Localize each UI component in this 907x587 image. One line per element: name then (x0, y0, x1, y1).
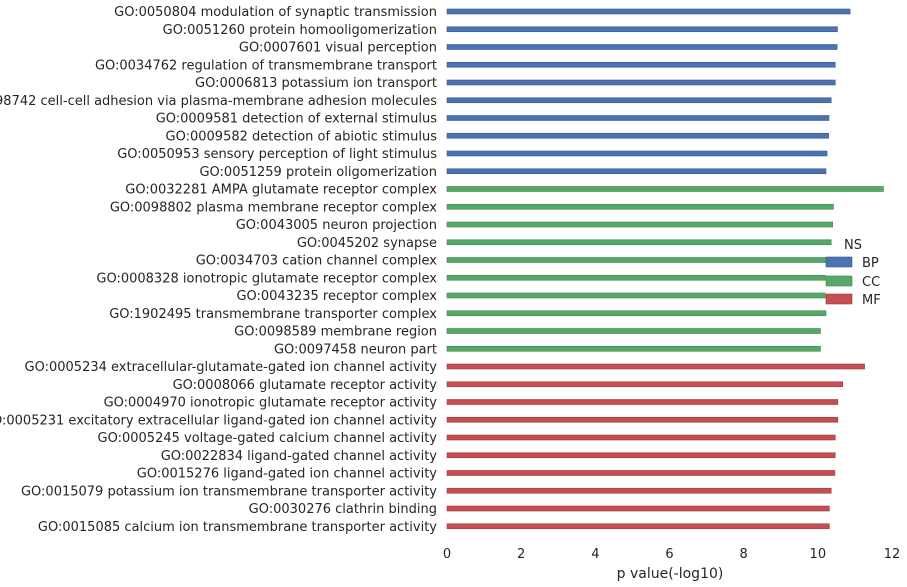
x-tick-labels-group: 0 2 4 6 8 10 12 (443, 547, 900, 562)
bar-go-0051260 (446, 26, 838, 33)
category-label: GO:0050804 modulation of synaptic transm… (114, 5, 437, 20)
category-label: GO:0034762 regulation of transmembrane t… (95, 58, 437, 73)
bar-go-0043005 (446, 221, 833, 228)
category-label: GO:0022834 ligand-gated channel activity (161, 449, 438, 464)
bar-go-0007601 (446, 44, 838, 50)
bar-go-0045202 (446, 239, 832, 246)
bar-go-0034762 (446, 61, 836, 68)
x-tick-label: 4 (591, 547, 599, 562)
category-label: GO:0008328 ionotropic glutamate receptor… (96, 271, 437, 286)
bar-go-0009582 (446, 132, 829, 139)
category-label: GO:0043235 receptor complex (236, 289, 437, 304)
bar-go-0097458 (446, 345, 821, 352)
bar-go-0015276 (446, 470, 836, 476)
bar-go-0043235 (446, 292, 826, 299)
x-tick-label: 10 (810, 547, 827, 562)
legend-label-cc: CC (862, 275, 880, 290)
category-label: GO:0032281 AMPA glutamate receptor compl… (125, 183, 437, 198)
category-label: GO:0098589 membrane region (234, 325, 437, 340)
category-label: GO:0051259 protein oligomerization (199, 165, 437, 180)
x-tick-label: 0 (443, 547, 451, 562)
category-label: GO:0009582 detection of abiotic stimulus (166, 129, 438, 144)
bar-go-0032281 (446, 186, 884, 192)
category-label: GO:0004970 ionotropic glutamate receptor… (104, 396, 438, 411)
bar-go-0004970 (446, 399, 839, 405)
category-label: GO:0051260 protein homooligomerization (163, 23, 437, 38)
legend-title: NS (844, 238, 862, 253)
category-label: GO:0098802 plasma membrane receptor comp… (110, 200, 437, 215)
category-label: GO:0050953 sensory perception of light s… (117, 147, 437, 162)
bar-go-0015085 (446, 523, 830, 530)
x-tick-label: 12 (884, 547, 901, 562)
bar-go-0051259 (446, 168, 827, 175)
bar-go-0050953 (446, 150, 828, 157)
bar-go-1902495 (446, 310, 827, 317)
category-label: GO:1902495 transmembrane transporter com… (109, 307, 437, 322)
bars-group (446, 8, 884, 530)
category-label: GO:0043005 neuron projection (236, 218, 437, 233)
legend-swatch-cc (825, 275, 853, 287)
x-tick-label: 6 (665, 547, 673, 562)
bar-go-0006813 (446, 79, 836, 86)
legend: NS BP CC MF (825, 238, 881, 308)
legend-label-mf: MF (862, 293, 881, 308)
bar-go-0022834 (446, 452, 836, 459)
category-label: GO:0015085 calcium ion transmembrane tra… (38, 520, 437, 535)
bar-go-0034703 (446, 257, 828, 263)
category-label: GO:0005234 extracellular-glutamate-gated… (25, 360, 438, 375)
category-label: GO:0006813 potassium ion transport (195, 76, 437, 91)
bar-go-0005234 (446, 363, 865, 370)
bar-go-0009581 (446, 115, 830, 121)
category-label: GO:0015276 ligand-gated ion channel acti… (137, 467, 438, 482)
bar-go-0050804 (446, 8, 851, 15)
bar-go-0005231 (446, 416, 839, 423)
category-label: GO:0009581 detection of external stimulu… (156, 112, 438, 127)
category-label: GO:0007601 visual perception (239, 41, 437, 56)
bar-go-0008328 (446, 274, 826, 281)
legend-label-bp: BP (862, 256, 879, 271)
x-axis-label: p value(-log10) (617, 566, 724, 582)
bar-go-0005245 (446, 434, 836, 441)
bar-go-0098742 (446, 97, 832, 104)
bar-go-0098802 (446, 203, 834, 210)
category-labels-group: GO:0050804 modulation of synaptic transm… (0, 5, 437, 535)
x-tick-label: 8 (740, 547, 748, 562)
bar-go-0015079 (446, 487, 832, 494)
bar-go-0098589 (446, 328, 821, 334)
x-tick-label: 2 (517, 547, 525, 562)
legend-swatch-mf (825, 293, 853, 305)
category-label: GO:0045202 synapse (297, 236, 437, 251)
legend-swatch-bp (825, 256, 853, 268)
category-label: GO:0097458 neuron part (274, 342, 437, 357)
category-label: GO:0005245 voltage-gated calcium channel… (98, 431, 438, 446)
category-label: GO:0098742 cell-cell adhesion via plasma… (0, 94, 437, 109)
bar-go-0008066 (446, 381, 843, 388)
category-label: GO:0005231 excitatory extracellular liga… (0, 413, 437, 428)
bar-go-0030276 (446, 505, 830, 512)
category-label: GO:0008066 glutamate receptor activity (173, 378, 438, 393)
category-label: GO:0030276 clathrin binding (249, 502, 437, 517)
category-label: GO:0034703 cation channel complex (196, 254, 438, 269)
category-label: GO:0015079 potassium ion transmembrane t… (21, 484, 437, 499)
